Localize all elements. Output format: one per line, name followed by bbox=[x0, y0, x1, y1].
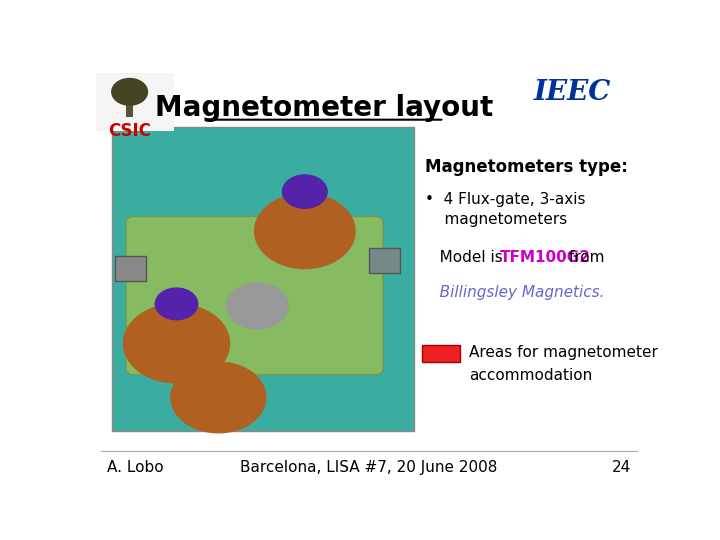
FancyBboxPatch shape bbox=[96, 73, 174, 131]
FancyBboxPatch shape bbox=[422, 345, 460, 362]
FancyBboxPatch shape bbox=[112, 127, 414, 431]
Text: from: from bbox=[564, 250, 605, 265]
FancyBboxPatch shape bbox=[126, 100, 133, 117]
Text: CSIC: CSIC bbox=[108, 122, 151, 140]
Circle shape bbox=[124, 304, 230, 383]
Text: magnetometers: magnetometers bbox=[425, 212, 567, 227]
FancyBboxPatch shape bbox=[369, 248, 400, 273]
FancyBboxPatch shape bbox=[126, 217, 383, 375]
Text: Billingsley Magnetics.: Billingsley Magnetics. bbox=[425, 285, 604, 300]
Text: 24: 24 bbox=[612, 460, 631, 475]
Text: •  4 Flux-gate, 3-axis: • 4 Flux-gate, 3-axis bbox=[425, 192, 585, 207]
Text: TFM100G2: TFM100G2 bbox=[500, 250, 591, 265]
Text: Model is: Model is bbox=[425, 250, 508, 265]
Text: Barcelona, LISA #7, 20 June 2008: Barcelona, LISA #7, 20 June 2008 bbox=[240, 460, 498, 475]
Text: Magnetometer layout: Magnetometer layout bbox=[156, 94, 493, 122]
FancyBboxPatch shape bbox=[115, 256, 145, 281]
Text: accommodation: accommodation bbox=[469, 368, 593, 382]
Circle shape bbox=[255, 194, 355, 268]
Circle shape bbox=[282, 175, 327, 208]
Circle shape bbox=[112, 78, 148, 105]
Text: A. Lobo: A. Lobo bbox=[107, 460, 163, 475]
Circle shape bbox=[156, 288, 198, 320]
Circle shape bbox=[171, 362, 266, 433]
Text: Areas for magnetometer: Areas for magnetometer bbox=[469, 345, 658, 360]
Text: IEEC: IEEC bbox=[534, 79, 611, 106]
Circle shape bbox=[227, 283, 288, 329]
Text: Magnetometers type:: Magnetometers type: bbox=[425, 158, 628, 177]
